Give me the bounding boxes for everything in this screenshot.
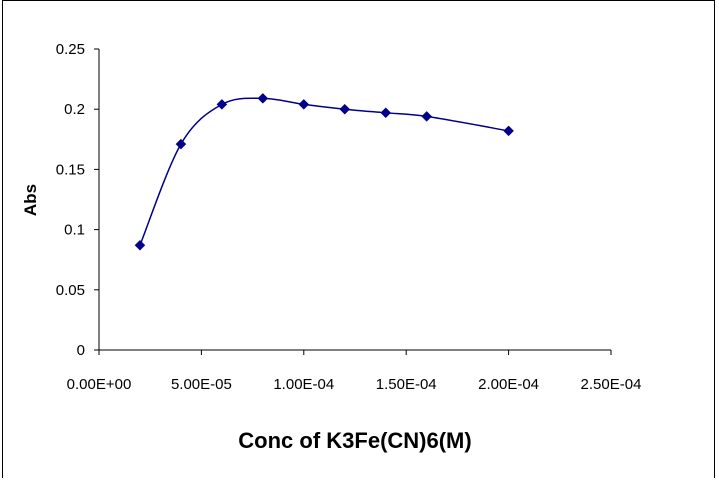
data-point-marker <box>216 99 228 110</box>
data-point-marker <box>298 99 310 110</box>
data-point-marker <box>257 93 269 104</box>
data-point-marker <box>339 103 351 115</box>
x-tick-label: 2.00E-04 <box>478 376 539 393</box>
x-tick-label: 1.50E-04 <box>376 376 437 393</box>
data-point-marker <box>503 125 514 137</box>
y-tick-label: 0.15 <box>56 161 85 178</box>
markers <box>134 93 514 251</box>
data-point-marker <box>380 107 392 119</box>
data-point-marker <box>134 239 146 251</box>
y-tick-label: 0.05 <box>56 282 85 299</box>
y-tick-label: 0.2 <box>64 101 85 118</box>
x-tick-label: 1.00E-04 <box>273 376 334 393</box>
x-tick-label: 0.00E+00 <box>67 376 132 393</box>
ticks: 0 0.05 0.1 0.15 0.2 0.25 0.00E+00 5.00E-05 1.00E… <box>56 41 642 393</box>
x-tick-label: 2.50E-04 <box>581 376 642 393</box>
y-axis-title: Abs <box>21 184 40 216</box>
x-axis-title: Conc of K3Fe(CN)6(M) <box>238 428 471 453</box>
y-tick-label: 0.1 <box>64 222 85 239</box>
y-tick-label: 0.25 <box>56 41 85 58</box>
x-tick-label: 5.00E-05 <box>171 376 232 393</box>
data-point-marker <box>175 138 187 150</box>
series-line <box>139 97 509 246</box>
axes <box>98 49 611 351</box>
data-point-marker <box>421 111 433 122</box>
y-tick-label: 0 <box>77 342 85 359</box>
